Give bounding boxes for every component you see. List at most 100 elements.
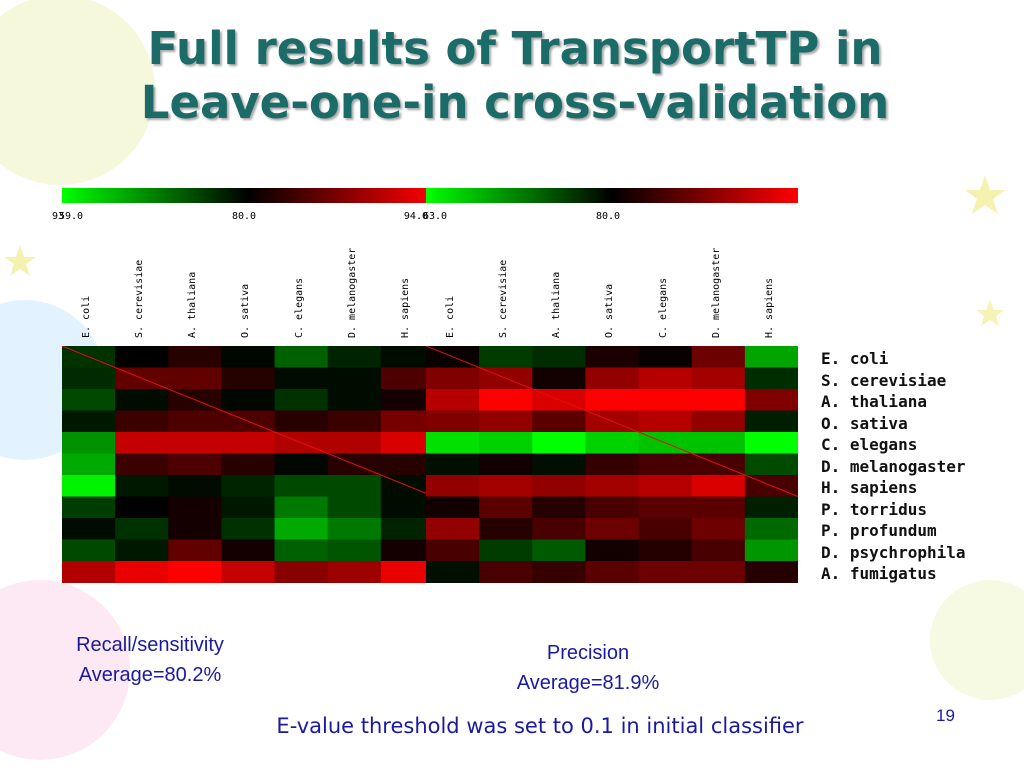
scale-tick-label: 63.0 [423,211,448,222]
heatmap-cell [221,475,276,497]
decor-star [965,175,1005,214]
heatmap-cell [585,539,640,562]
heatmap-grid [62,346,434,583]
row-label: O. sativa [821,413,908,433]
heatmap-cell [532,432,586,454]
recall-caption-line-2: Average=80.2% [78,664,222,686]
heatmap-cell [532,453,586,476]
heatmap-cell [62,410,116,433]
heatmap-cell [744,496,798,519]
diagonal-line [426,346,798,497]
heatmap-cell [115,496,169,519]
heatmap-cell [638,539,693,562]
heatmap-cell [426,389,480,411]
heatmap-cell [691,346,746,368]
heatmap-cell [168,346,222,368]
heatmap-cell [327,389,382,411]
heatmap-cell [221,561,276,583]
heatmap-cell [168,539,222,562]
heatmap-cell [380,367,434,390]
title-line-1: Full results of TransportTP in [147,22,883,75]
heatmap-cell [532,518,586,540]
heatmap-cell [585,346,640,368]
decor-swirl [930,580,1024,700]
heatmap-cell [744,410,798,433]
heatmap-cell [532,561,586,583]
heatmap-cell [744,346,798,368]
heatmap-cell [426,410,480,433]
heatmap-cell [426,561,480,583]
recall-caption: Recall/sensitivity Average=80.2% [40,630,260,690]
heatmap-cell [221,518,276,540]
heatmap-cell [585,453,640,476]
heatmap-cell [380,561,434,583]
column-label: O. sativa [604,283,616,338]
decor-swirl [0,580,130,760]
heatmap-cell [380,453,434,476]
heatmap-grid [426,346,798,583]
heatmap-cell [274,410,329,433]
heatmap-cell [532,496,586,519]
scale-tick-label: 93 [51,211,64,222]
heatmap-cell [585,496,640,519]
heatmap-cell [168,453,222,476]
heatmap-cell [274,539,329,562]
precision-caption-line-2: Average=81.9% [516,672,660,694]
heatmap-cell [62,389,116,411]
heatmap-cell [62,561,116,583]
scale-tick-label: 80.0 [596,211,621,222]
heatmap-cell [638,496,693,519]
heatmap-cell [115,410,169,433]
heatmap-cell [691,410,746,433]
heatmap-cell [744,561,798,583]
scale-tick-label: 80.0 [232,211,257,222]
row-label: S. cerevisiae [821,370,947,390]
heatmap-cell [532,475,586,497]
heatmap-cell [744,367,798,390]
row-label: A. fumigatus [821,564,937,583]
color-scale-bar [62,188,434,203]
heatmap-cell [585,367,640,390]
heatmap-cell [380,389,434,411]
heatmap-cell [274,346,329,368]
heatmap-cell [168,561,222,583]
page-number: 19 [936,706,955,725]
heatmap-cell [585,475,640,497]
row-label: P. profundum [821,521,937,540]
heatmap-cell [274,475,329,497]
decor-swirl [0,0,155,185]
heatmap-cell [479,346,533,368]
heatmap-cell [479,410,533,433]
heatmap-cell [327,410,382,433]
heatmap-cell [380,496,434,519]
heatmap-cell [691,496,746,519]
row-label: E. coli [821,349,889,368]
heatmap-cell [479,518,533,540]
row-label: P. torridus [821,499,927,519]
heatmap-cell [327,475,382,497]
heatmap-cell [115,475,169,497]
heatmap-cell [380,539,434,562]
heatmap-cell [62,367,116,390]
heatmap-cell [638,518,693,540]
title-line-2: Leave-one-in cross-validation [140,76,890,129]
heatmap-cell [327,518,382,540]
heatmap-cell [115,453,169,476]
heatmap-cell [691,367,746,390]
decor-star [976,300,1004,326]
heatmap-cell [115,539,169,562]
heatmap-cell [221,453,276,476]
heatmap-cell [426,539,480,562]
column-label: H. sapiens [763,277,775,338]
heatmap-cell [744,432,798,454]
heatmap-cell [691,475,746,497]
heatmap-cell [638,367,693,390]
heatmap-cell [62,518,116,540]
heatmap-cell [168,496,222,519]
heatmap-cell [115,432,169,454]
heatmap-cell [327,561,382,583]
heatmap-cell [479,475,533,497]
heatmap-cell [115,346,169,368]
heatmap-cell [62,539,116,562]
scale-tick-label: 59.0 [59,211,84,222]
